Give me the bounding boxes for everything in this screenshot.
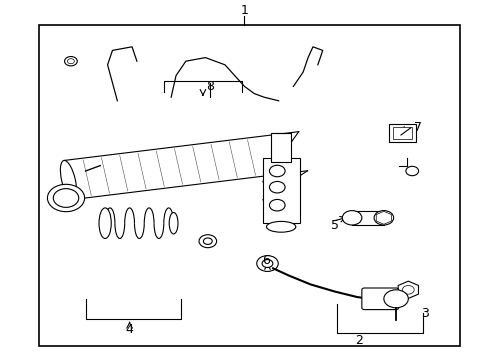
Circle shape (256, 256, 278, 271)
Circle shape (373, 211, 393, 225)
Bar (388, 124, 415, 142)
Ellipse shape (169, 212, 178, 234)
Bar (263, 158, 299, 223)
FancyBboxPatch shape (361, 288, 398, 310)
Circle shape (262, 260, 272, 267)
Circle shape (67, 59, 74, 64)
Circle shape (64, 57, 77, 66)
Ellipse shape (60, 161, 77, 199)
Circle shape (405, 166, 418, 176)
Circle shape (383, 290, 407, 308)
Bar (271, 133, 290, 162)
Circle shape (269, 199, 285, 211)
Text: 6: 6 (262, 255, 270, 267)
Text: 7: 7 (413, 121, 421, 134)
Ellipse shape (266, 221, 295, 232)
Circle shape (342, 211, 361, 225)
Text: 5: 5 (330, 219, 338, 231)
Bar (392, 127, 411, 139)
Circle shape (53, 189, 79, 207)
Circle shape (269, 181, 285, 193)
Text: 8: 8 (206, 80, 214, 93)
Text: 4: 4 (125, 323, 133, 336)
Text: 3: 3 (421, 307, 428, 320)
Text: 2: 2 (355, 334, 363, 347)
Circle shape (203, 238, 212, 244)
Circle shape (47, 184, 84, 212)
Circle shape (269, 165, 285, 177)
Bar (351, 211, 383, 225)
Circle shape (199, 235, 216, 248)
Bar (39, 25, 459, 346)
Circle shape (402, 285, 413, 294)
Text: 1: 1 (240, 4, 248, 17)
Ellipse shape (99, 208, 111, 239)
